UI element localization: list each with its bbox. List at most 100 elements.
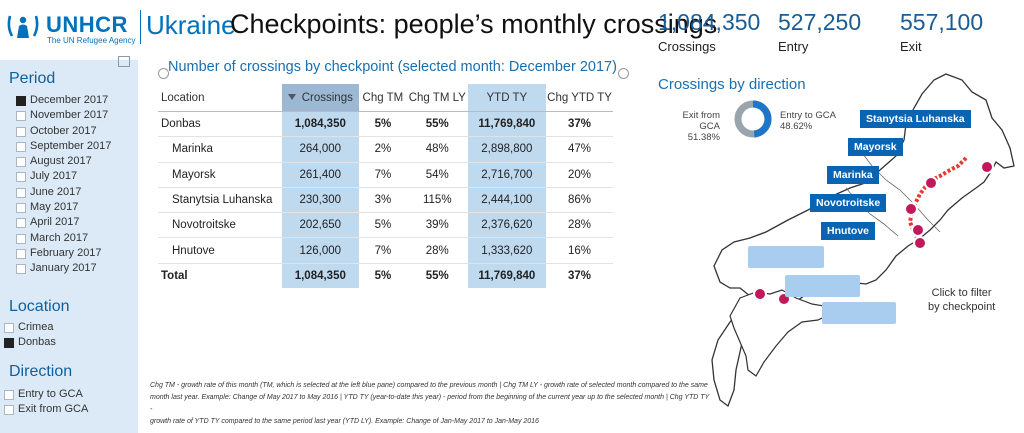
marker-crimea-west[interactable] xyxy=(753,287,767,301)
exit-pct: 51.38% xyxy=(687,132,720,143)
location-item-label: Crimea xyxy=(18,321,54,333)
table-row[interactable]: Novotroitske 202,650 5% 39% 2,376,620 28… xyxy=(158,212,613,239)
col-header-chg-ytd-ty[interactable]: Chg YTD TY xyxy=(546,84,613,112)
marker-mayorsk[interactable] xyxy=(924,176,938,190)
direction-item[interactable]: Entry to GCA xyxy=(1,387,135,402)
drill-up-icon[interactable] xyxy=(158,68,169,79)
period-item[interactable]: June 2017 xyxy=(13,185,135,200)
cell-chg-ytd-ty: 47% xyxy=(546,136,613,163)
footnote-line: Chg TM - growth rate of this month (TM, … xyxy=(150,382,708,389)
period-item[interactable]: April 2017 xyxy=(13,215,135,230)
drill-down-icon[interactable] xyxy=(618,68,629,79)
location-item[interactable]: Donbas xyxy=(1,335,135,350)
col-header-ytd-ty[interactable]: YTD TY xyxy=(467,84,547,112)
checkbox-icon xyxy=(16,157,26,168)
cell-location: Total xyxy=(158,262,282,289)
kpi-entry-value: 527,250 xyxy=(778,9,862,35)
entry-legend: Entry to GCA 48.62% xyxy=(780,110,836,132)
period-item[interactable]: November 2017 xyxy=(13,108,135,123)
table-row[interactable]: Stanytsia Luhanska 230,300 3% 115% 2,444… xyxy=(158,187,613,214)
label-placeholder[interactable] xyxy=(748,246,824,268)
period-item[interactable]: September 2017 xyxy=(13,139,135,154)
cell-chg-tm: 7% xyxy=(358,237,407,264)
direction-slicer: Entry to GCA Exit from GCA xyxy=(1,387,135,418)
period-item[interactable]: January 2017 xyxy=(13,261,135,276)
checkpoint-markers xyxy=(753,160,994,306)
table-row[interactable]: Mayorsk 261,400 7% 54% 2,716,700 20% xyxy=(158,162,613,188)
location-item-label: Donbas xyxy=(18,336,56,349)
entry-label: Entry to GCA xyxy=(780,110,836,121)
cell-crossings: 126,000 xyxy=(281,237,359,264)
cell-chg-ytd-ty: 37% xyxy=(546,262,613,289)
col-header-crossings[interactable]: Crossings xyxy=(281,84,359,112)
entry-pct: 48.62% xyxy=(780,121,813,132)
map-hint-line: by checkpoint xyxy=(928,301,996,313)
page-title: Checkpoints: people’s monthly crossings xyxy=(230,9,718,39)
marker-hnutove[interactable] xyxy=(913,236,927,250)
period-item-label: February 2017 xyxy=(30,246,102,259)
kpi-exit-value: 557,100 xyxy=(900,9,984,35)
period-item-label: September 2017 xyxy=(30,139,112,152)
col-header-chg-tm-ly[interactable]: Chg TM LY xyxy=(406,84,468,112)
marker-stanytsia-luhanska[interactable] xyxy=(980,160,994,174)
cell-location: Stanytsia Luhanska xyxy=(158,187,282,214)
cell-ytd-ty: 2,716,700 xyxy=(467,162,547,188)
checkbox-icon xyxy=(16,126,26,137)
cell-chg-tm: 2% xyxy=(358,136,407,163)
period-item-label: July 2017 xyxy=(30,170,78,183)
period-item[interactable]: March 2017 xyxy=(13,231,135,246)
cell-chg-tm-ly: 39% xyxy=(406,212,468,239)
label-placeholder[interactable] xyxy=(822,302,896,324)
period-item[interactable]: August 2017 xyxy=(13,154,135,169)
label-stanytsia-luhanska[interactable]: Stanytsia Luhanska xyxy=(860,110,971,128)
col-header-crossings-label: Crossings xyxy=(301,91,353,104)
table-row[interactable]: Donbas 1,084,350 5% 55% 11,769,840 37% xyxy=(158,111,613,138)
direction-item-label: Exit from GCA xyxy=(18,403,89,416)
direction-item[interactable]: Exit from GCA xyxy=(1,402,135,417)
kpi-exit: 557,100 Exit xyxy=(900,9,983,54)
cell-crossings: 1,084,350 xyxy=(281,262,359,289)
cell-chg-tm: 5% xyxy=(358,212,407,239)
marker-novotroitske[interactable] xyxy=(911,223,925,237)
label-placeholder[interactable] xyxy=(785,275,860,297)
label-marinka[interactable]: Marinka xyxy=(827,166,879,184)
clear-filter-icon[interactable] xyxy=(118,56,130,67)
col-header-location[interactable]: Location xyxy=(158,84,282,112)
label-mayorsk[interactable]: Mayorsk xyxy=(848,138,903,156)
checkbox-icon xyxy=(4,390,14,400)
direction-donut[interactable] xyxy=(733,99,773,139)
kpi-exit-label: Exit xyxy=(900,39,922,54)
kpi-crossings-label: Crossings xyxy=(658,39,716,54)
cell-chg-tm-ly: 54% xyxy=(406,162,468,188)
period-item-label: August 2017 xyxy=(30,155,92,168)
location-slicer: Crimea Donbas xyxy=(1,320,135,351)
col-header-chg-tm[interactable]: Chg TM xyxy=(358,84,407,112)
period-item[interactable]: May 2017 xyxy=(13,200,135,215)
label-hnutove[interactable]: Hnutove xyxy=(821,222,875,240)
checkbox-icon xyxy=(4,323,14,333)
checkpoint-map[interactable]: Stanytsia Luhanska Mayorsk Marinka Novot… xyxy=(700,70,1024,433)
period-item[interactable]: February 2017 xyxy=(13,246,135,261)
location-item[interactable]: Crimea xyxy=(1,320,135,335)
donut-slice-entry[interactable] xyxy=(734,100,772,138)
map-hint: Click to filter by checkpoint xyxy=(928,286,995,314)
cell-chg-tm: 3% xyxy=(358,187,407,214)
label-novotroitske[interactable]: Novotroitske xyxy=(810,194,887,212)
checkbox-icon xyxy=(16,111,26,122)
table-row[interactable]: Hnutove 126,000 7% 28% 1,333,620 16% xyxy=(158,237,613,264)
cell-chg-tm-ly: 55% xyxy=(406,111,468,138)
period-item[interactable]: July 2017 xyxy=(13,169,135,184)
period-item[interactable]: October 2017 xyxy=(13,124,135,139)
cell-crossings: 230,300 xyxy=(281,187,359,214)
cell-ytd-ty: 2,376,620 xyxy=(467,212,547,239)
table-row[interactable]: Marinka 264,000 2% 48% 2,898,800 47% xyxy=(158,136,613,163)
period-item[interactable]: December 2017 xyxy=(13,93,135,108)
footnote: Chg TM - growth rate of this month (TM, … xyxy=(150,380,710,428)
marker-marinka[interactable] xyxy=(904,202,918,216)
period-item-label: November 2017 xyxy=(30,109,109,122)
cell-chg-ytd-ty: 16% xyxy=(546,237,613,264)
exit-legend: Exit from GCA 51.38% xyxy=(660,110,720,143)
period-item-label: May 2017 xyxy=(30,201,79,214)
table-total-row: Total 1,084,350 5% 55% 11,769,840 37% xyxy=(158,262,613,289)
unhcr-logo: UNHCR The UN Refugee Agency xyxy=(6,10,138,45)
